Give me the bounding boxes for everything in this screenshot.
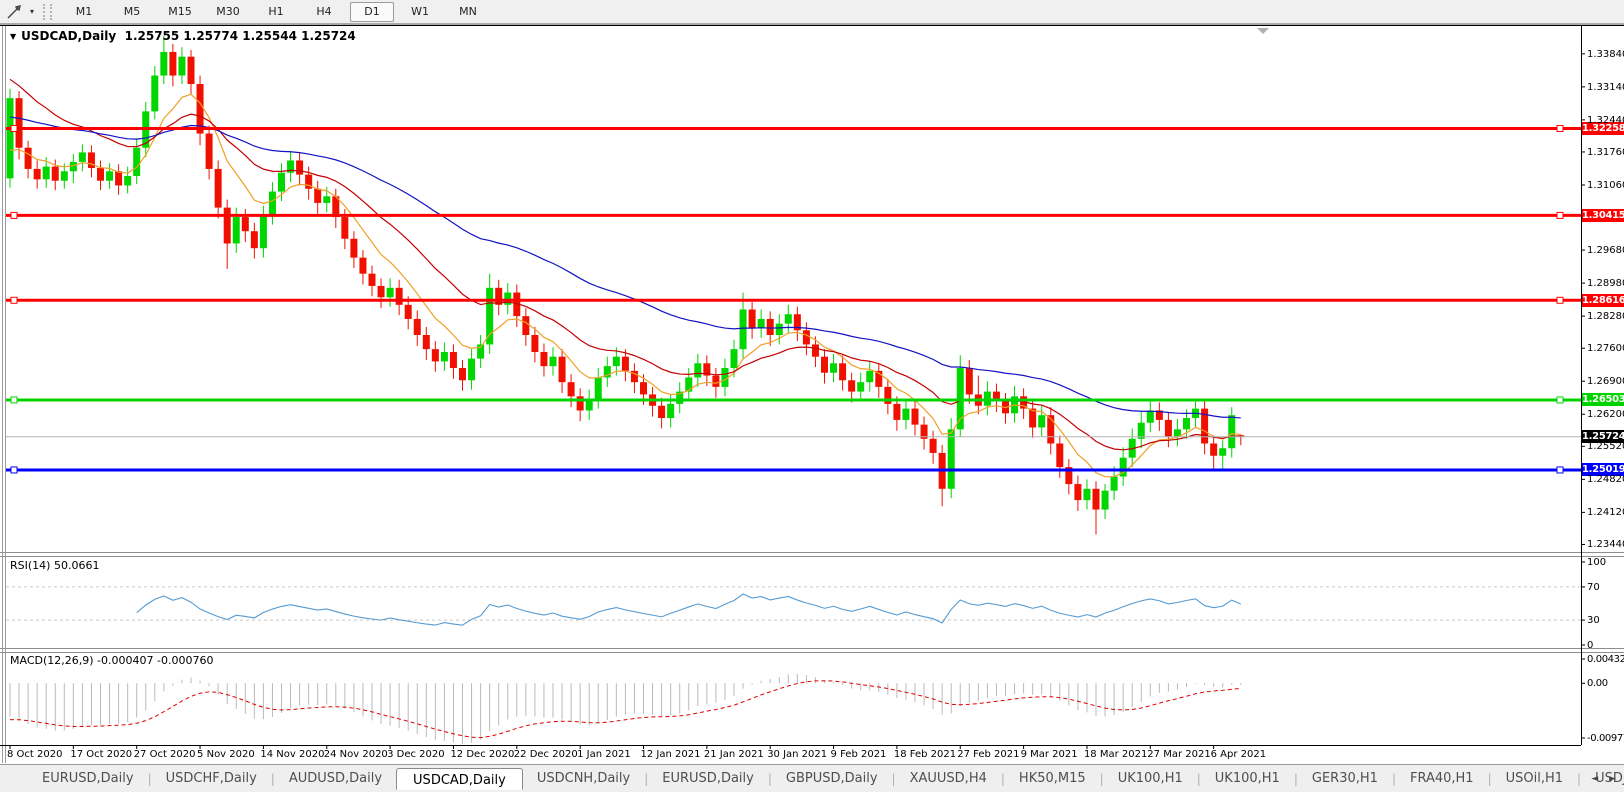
chart-tab-13[interactable]: USOil,H1 bbox=[1505, 771, 1564, 786]
tab-divider: | bbox=[1196, 771, 1201, 786]
chart-tab-5[interactable]: EURUSD,Daily bbox=[662, 771, 754, 786]
timeframe-button-m30[interactable]: M30 bbox=[216, 4, 240, 18]
tab-scroll-arrows[interactable]: ◄ ► bbox=[1591, 774, 1620, 784]
macd-histogram bbox=[9, 673, 1242, 745]
tab-divider: | bbox=[1577, 771, 1582, 786]
level-line-handle[interactable] bbox=[10, 296, 18, 304]
tab-divider: | bbox=[1000, 771, 1005, 786]
level-line-handle[interactable] bbox=[10, 466, 18, 474]
fast-ma-line[interactable] bbox=[9, 93, 1241, 478]
chart-tab-14[interactable]: USDJPY,H1 bbox=[1595, 771, 1624, 786]
chart-tab-4[interactable]: USDCNH,Daily bbox=[536, 771, 631, 786]
timeframe-button-m5[interactable]: M5 bbox=[123, 4, 141, 18]
tab-divider: | bbox=[1391, 771, 1396, 786]
rsi-line bbox=[136, 593, 1242, 626]
chart-tab-9[interactable]: UK100,H1 bbox=[1117, 771, 1183, 786]
level-line-handle[interactable] bbox=[1556, 466, 1564, 474]
level-line-handle[interactable] bbox=[1556, 124, 1564, 132]
timeframe-button-w1[interactable]: W1 bbox=[411, 4, 429, 18]
timeframe-button-h4[interactable]: H4 bbox=[316, 4, 332, 18]
chart-tab-0[interactable]: EURUSD,Daily bbox=[42, 771, 134, 786]
timeframe-toolbar: ▾ M1 M5 M15 M30 H1 H4 D1 W1 MN bbox=[0, 0, 1624, 25]
tab-divider: | bbox=[644, 771, 649, 786]
chart-tab-8[interactable]: HK50,M15 bbox=[1018, 771, 1086, 786]
draw-tool-icon[interactable] bbox=[3, 3, 25, 21]
timeframe-button-m1[interactable]: M1 bbox=[75, 4, 93, 18]
dropdown-caret-icon[interactable]: ▾ bbox=[29, 7, 34, 16]
chart-tab-1[interactable]: USDCHF,Daily bbox=[165, 771, 257, 786]
macd-signal-line bbox=[9, 680, 1241, 739]
timeframe-button-h1[interactable]: H1 bbox=[268, 4, 284, 18]
tab-divider: | bbox=[1487, 771, 1492, 786]
chart-tab-6[interactable]: GBPUSD,Daily bbox=[785, 771, 878, 786]
level-line-handle[interactable] bbox=[10, 124, 18, 132]
toolbar-grip[interactable] bbox=[43, 3, 52, 20]
tab-divider: | bbox=[1099, 771, 1104, 786]
chart-tab-3[interactable]: USDCAD,Daily bbox=[396, 768, 523, 790]
rsi-splitter[interactable] bbox=[0, 552, 1624, 557]
level-line-handle[interactable] bbox=[10, 211, 18, 219]
chart-tab-7[interactable]: XAUUSD,H4 bbox=[909, 771, 987, 786]
tab-divider: | bbox=[891, 771, 896, 786]
chart-shift-marker-icon[interactable] bbox=[1257, 28, 1269, 34]
macd-splitter[interactable] bbox=[0, 648, 1624, 653]
chart-tab-2[interactable]: AUDUSD,Daily bbox=[288, 771, 383, 786]
tab-divider: | bbox=[147, 771, 152, 786]
timeframe-button-mn[interactable]: MN bbox=[459, 4, 477, 18]
tab-divider: | bbox=[270, 771, 275, 786]
level-line-handle[interactable] bbox=[1556, 211, 1564, 219]
level-line-handle[interactable] bbox=[1556, 296, 1564, 304]
tab-divider: | bbox=[767, 771, 772, 786]
chart-tab-10[interactable]: UK100,H1 bbox=[1214, 771, 1280, 786]
tab-divider: | bbox=[1293, 771, 1298, 786]
candles-group bbox=[6, 35, 1245, 535]
chart-tab-bar: EURUSD,Daily | USDCHF,Daily | AUDUSD,Daily US… bbox=[0, 764, 1624, 792]
timeframe-buttons: M1 M5 M15 M30 H1 H4 D1 W1 MN bbox=[60, 1, 492, 22]
chart-tab-11[interactable]: GER30,H1 bbox=[1311, 771, 1378, 786]
level-line-handle[interactable] bbox=[1556, 396, 1564, 404]
level-line-handle[interactable] bbox=[10, 396, 18, 404]
medium-ma-line[interactable] bbox=[9, 78, 1241, 451]
chart-tab-12[interactable]: FRA40,H1 bbox=[1409, 771, 1474, 786]
timeframe-button-m15[interactable]: M15 bbox=[168, 4, 192, 18]
timeframe-button-d1[interactable]: D1 bbox=[350, 1, 394, 22]
